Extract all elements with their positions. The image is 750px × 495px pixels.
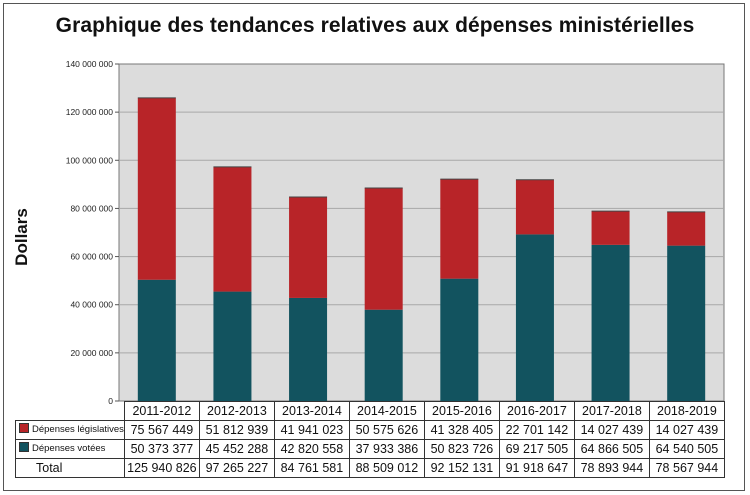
plot-area xyxy=(118,63,725,402)
bar-voted xyxy=(364,309,403,401)
y-tick-label: 100 000 000 xyxy=(66,155,114,165)
chart-frame xyxy=(3,3,745,491)
header-cell: 2015-2016 xyxy=(423,401,500,421)
table-cell: 84 761 581 xyxy=(273,458,350,478)
y-tick-label: 120 000 000 xyxy=(66,107,114,117)
bar-voted xyxy=(667,245,706,401)
table-cell: 51 812 939 xyxy=(198,420,275,440)
header-cell: 2012-2013 xyxy=(198,401,275,421)
bar-legislative xyxy=(591,211,630,245)
table-cell: 88 509 012 xyxy=(348,458,425,478)
total-label: Total xyxy=(15,458,125,478)
table-cell: 64 540 505 xyxy=(648,439,725,459)
legend-legislative: Dépenses législatives xyxy=(15,420,125,440)
table-cell: 91 918 647 xyxy=(498,458,575,478)
table-cell: 78 893 944 xyxy=(573,458,650,478)
table-cell: 78 567 944 xyxy=(648,458,725,478)
table-cell: 41 941 023 xyxy=(273,420,350,440)
legislative-label: Dépenses législatives xyxy=(32,424,124,435)
bar-legislative xyxy=(515,179,554,235)
table-cell: 50 373 377 xyxy=(123,439,200,459)
table-cell: 50 575 626 xyxy=(348,420,425,440)
bar-legislative xyxy=(289,196,328,298)
bar-voted xyxy=(137,279,176,401)
voted-swatch xyxy=(19,442,29,453)
bar-voted xyxy=(289,297,328,401)
header-cell: 2014-2015 xyxy=(348,401,425,421)
bar-voted xyxy=(591,244,630,401)
bar-legislative xyxy=(137,97,176,280)
y-tick-label: 60 000 000 xyxy=(70,252,113,262)
table-row-legislative: Dépenses législatives 75 567 449 51 812 … xyxy=(15,420,725,440)
y-tick-label: 40 000 000 xyxy=(70,300,113,310)
table-cell: 125 940 826 xyxy=(123,458,200,478)
bar-voted xyxy=(440,278,479,401)
legislative-swatch xyxy=(19,423,29,434)
bar-legislative xyxy=(213,166,252,292)
header-cell: 2011-2012 xyxy=(123,401,200,421)
bar-legislative xyxy=(440,179,479,279)
header-cell: 2016-2017 xyxy=(498,401,575,421)
header-cell: 2013-2014 xyxy=(273,401,350,421)
table-cell: 92 152 131 xyxy=(423,458,500,478)
table-cell: 42 820 558 xyxy=(273,439,350,459)
bar-legislative xyxy=(667,211,706,246)
table-cell: 97 265 227 xyxy=(198,458,275,478)
voted-label: Dépenses votées xyxy=(32,443,106,454)
table-cell: 45 452 288 xyxy=(198,439,275,459)
header-cell: 2018-2019 xyxy=(648,401,725,421)
table-cell: 50 823 726 xyxy=(423,439,500,459)
y-tick-label: 80 000 000 xyxy=(70,203,113,213)
y-tick-label: 20 000 000 xyxy=(70,348,113,358)
table-cell: 14 027 439 xyxy=(573,420,650,440)
table-corner xyxy=(15,401,125,421)
table-row-total: Total 125 940 826 97 265 227 84 761 581 … xyxy=(15,458,725,478)
table-cell: 64 866 505 xyxy=(573,439,650,459)
bar-legislative xyxy=(364,187,403,310)
bar-voted xyxy=(213,291,252,401)
table-row-voted: Dépenses votées 50 373 377 45 452 288 42… xyxy=(15,439,725,459)
table-cell: 75 567 449 xyxy=(123,420,200,440)
table-cell: 69 217 505 xyxy=(498,439,575,459)
table-cell: 14 027 439 xyxy=(648,420,725,440)
data-table: 2011-2012 2012-2013 2013-2014 2014-2015 … xyxy=(15,401,725,478)
legend-voted: Dépenses votées xyxy=(15,439,125,459)
table-cell: 41 328 405 xyxy=(423,420,500,440)
table-cell: 37 933 386 xyxy=(348,439,425,459)
y-tick-label: 140 000 000 xyxy=(66,59,114,69)
table-header-row: 2011-2012 2012-2013 2013-2014 2014-2015 … xyxy=(15,401,725,421)
table-cell: 22 701 142 xyxy=(498,420,575,440)
bar-voted xyxy=(515,234,554,401)
header-cell: 2017-2018 xyxy=(573,401,650,421)
chart-title: Graphique des tendances relatives aux dé… xyxy=(55,14,695,37)
y-tick-label: 0 xyxy=(108,396,113,406)
